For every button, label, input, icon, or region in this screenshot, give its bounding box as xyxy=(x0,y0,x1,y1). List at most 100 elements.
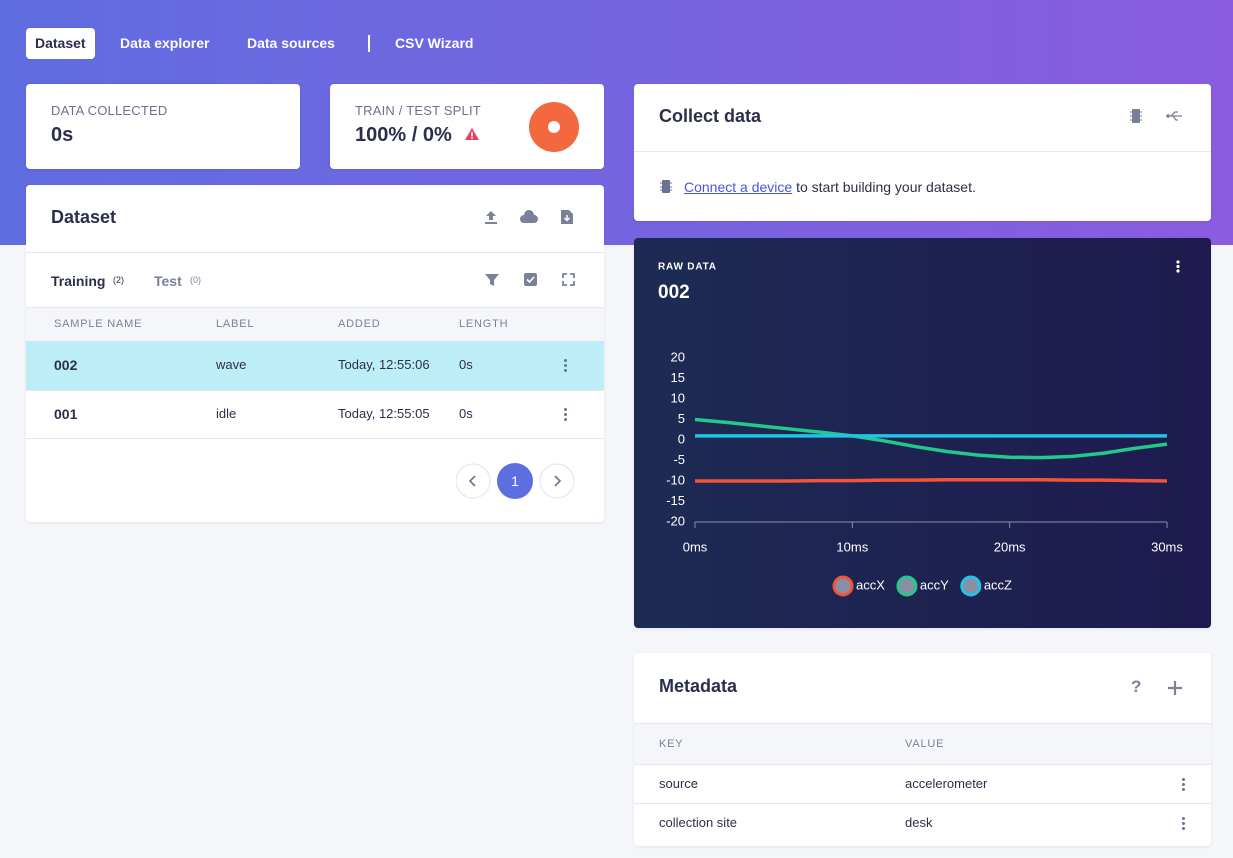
x-tick-label: 0ms xyxy=(683,539,708,554)
y-tick-label: 10 xyxy=(671,390,685,405)
chart-menu[interactable] xyxy=(1176,260,1180,273)
stat-value: 100% / 0% xyxy=(355,124,452,146)
card-title: Metadata xyxy=(659,676,738,696)
expand-icon[interactable] xyxy=(562,273,575,286)
divider xyxy=(26,252,604,253)
chart-subtitle: RAW DATA xyxy=(658,262,717,273)
x-tick-label: 20ms xyxy=(994,539,1026,554)
help-icon[interactable]: ? xyxy=(1131,677,1142,696)
pagination xyxy=(456,463,575,499)
cell: 0s xyxy=(459,406,473,421)
x-tick-label: 30ms xyxy=(1151,539,1183,554)
nav-tab[interactable]: Dataset xyxy=(26,28,95,59)
legend-swatch xyxy=(960,575,982,597)
tab[interactable]: Test xyxy=(154,273,182,289)
cell: collection site xyxy=(659,815,738,830)
legend-label: accZ xyxy=(984,577,1012,592)
filter-icon[interactable] xyxy=(485,273,499,287)
cell: 002 xyxy=(54,357,78,373)
x-tick-label: 10ms xyxy=(836,539,868,554)
tab-count: (2) xyxy=(113,275,124,285)
column-header: KEY xyxy=(659,738,684,750)
cell: 0s xyxy=(459,357,473,372)
legend-label: accY xyxy=(920,577,949,592)
cell: accelerometer xyxy=(905,776,988,791)
divider xyxy=(634,151,1211,152)
divider xyxy=(26,390,604,391)
connect-link[interactable]: Connect a device xyxy=(684,179,793,195)
add-icon[interactable] xyxy=(1168,681,1182,695)
column-header: SAMPLE NAME xyxy=(54,318,143,330)
cloud-icon[interactable] xyxy=(520,209,538,225)
divider xyxy=(634,764,1211,765)
cell: 001 xyxy=(54,406,78,422)
chart-title: 002 xyxy=(658,282,690,303)
prev-page[interactable] xyxy=(456,463,491,499)
tab[interactable]: Training xyxy=(51,273,106,289)
y-tick-label: 5 xyxy=(678,411,685,426)
column-header: LABEL xyxy=(216,318,255,330)
warning-icon xyxy=(465,128,479,140)
stat-value: 0s xyxy=(51,124,74,146)
legend-swatch xyxy=(832,575,854,597)
nav-tab[interactable]: Data explorer xyxy=(120,35,210,51)
cell: source xyxy=(659,776,699,791)
y-tick-label: -20 xyxy=(666,513,685,528)
raw-data-card: RAW DATA 002 20 15 10 5 0 -5 -10 -15 -20 0ms 10ms 2… xyxy=(634,238,1211,628)
table-header xyxy=(26,307,604,341)
y-tick-label: 15 xyxy=(671,370,685,385)
usb-icon[interactable] xyxy=(1166,110,1184,122)
stat-card: DATA COLLECTED 0s xyxy=(26,84,300,169)
device-icon xyxy=(660,180,672,193)
legend-swatch xyxy=(896,575,918,597)
device-icon[interactable] xyxy=(1130,108,1142,124)
y-tick-label: -15 xyxy=(666,493,685,508)
metadata-card: Metadata ? KEY VALUE source acceleromete… xyxy=(634,653,1211,846)
divider xyxy=(634,803,1211,804)
table-row-selected[interactable] xyxy=(26,341,604,390)
dataset-card: Dataset Training (2) Test (0) SAMPLE NAM… xyxy=(26,185,604,522)
stat-label: TRAIN / TEST SPLIT xyxy=(355,103,481,118)
cell: wave xyxy=(216,357,247,372)
row-menu[interactable] xyxy=(564,408,568,423)
divider xyxy=(26,438,604,439)
y-tick-label: -5 xyxy=(673,452,685,467)
next-page[interactable] xyxy=(539,463,575,499)
page-number: 1 xyxy=(511,473,519,489)
card-title: Dataset xyxy=(51,207,117,227)
y-tick-label: -10 xyxy=(666,472,685,487)
nav-divider xyxy=(368,35,370,52)
upload-icon[interactable] xyxy=(483,209,499,225)
stat-card: TRAIN / TEST SPLIT 100% / 0% xyxy=(330,84,604,169)
data-line xyxy=(694,417,1168,460)
page-button[interactable] xyxy=(497,463,533,499)
card-title: Collect data xyxy=(659,106,762,126)
stat-label: DATA COLLECTED xyxy=(51,103,168,118)
chart: RAW DATA 002 20 15 10 5 0 -5 -10 -15 -20 0ms 10ms 2… xyxy=(658,260,1183,597)
row-menu[interactable] xyxy=(1182,817,1186,832)
collect-message: Connect a device to start building your … xyxy=(684,179,976,195)
cell: idle xyxy=(216,406,237,421)
column-header: LENGTH xyxy=(459,318,509,330)
cell: desk xyxy=(905,815,933,830)
tab-count: (0) xyxy=(190,275,201,285)
column-header: ADDED xyxy=(338,318,381,330)
select-icon[interactable] xyxy=(524,273,537,286)
row-menu[interactable] xyxy=(564,359,568,374)
split-donut xyxy=(529,102,579,152)
nav-tab[interactable]: CSV Wizard xyxy=(395,35,474,51)
collect-text: to start building your dataset. xyxy=(796,179,976,195)
cell: Today, 12:55:05 xyxy=(338,406,430,421)
table-header xyxy=(634,723,1211,764)
nav-tab[interactable]: Data sources xyxy=(247,35,335,51)
y-tick-label: 0 xyxy=(678,431,685,446)
download-icon[interactable] xyxy=(560,209,574,225)
collect-card: Collect data Connect a device to start b… xyxy=(634,84,1211,221)
legend-label: accX xyxy=(856,577,885,592)
y-tick-label: 20 xyxy=(671,349,685,364)
column-header: VALUE xyxy=(905,738,945,750)
data-line xyxy=(695,478,1168,483)
cell: Today, 12:55:06 xyxy=(338,357,430,372)
row-menu[interactable] xyxy=(1182,778,1186,793)
